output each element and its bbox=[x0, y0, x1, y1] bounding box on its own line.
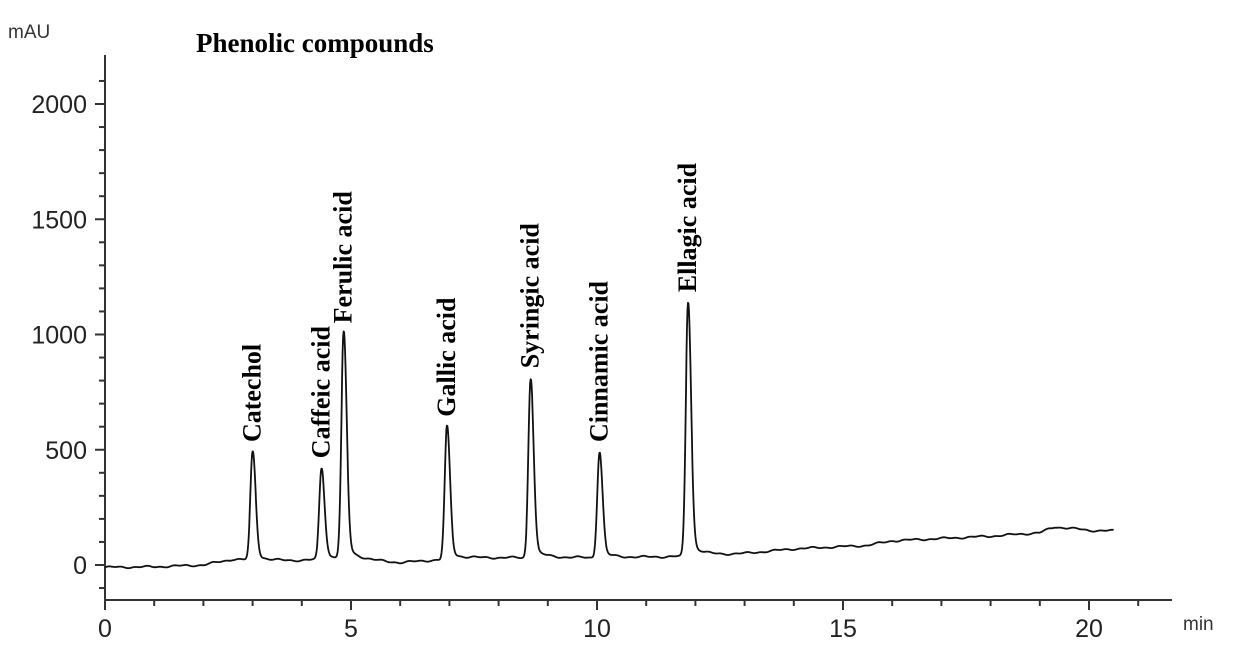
axes bbox=[104, 55, 1172, 601]
peak-label: Syringic acid bbox=[516, 223, 545, 369]
y-tick-label: 1500 bbox=[31, 206, 87, 234]
y-axis-unit: mAU bbox=[8, 22, 50, 43]
x-tick-label: 0 bbox=[98, 615, 112, 643]
peak-label: Cinnamic acid bbox=[584, 280, 613, 442]
x-tick-label: 20 bbox=[1075, 615, 1103, 643]
y-tick-label: 0 bbox=[73, 552, 87, 580]
x-tick-label: 10 bbox=[583, 615, 611, 643]
chromatogram-trace bbox=[104, 301, 1114, 570]
y-tick-label: 2000 bbox=[31, 91, 87, 119]
y-tick-label: 1000 bbox=[31, 322, 87, 350]
peak-label: Gallic acid bbox=[432, 297, 461, 417]
x-tick-label: 15 bbox=[829, 615, 857, 643]
series bbox=[104, 301, 1114, 570]
ticks: 0 500 1000 1500 2000 0 5 10 15 20 bbox=[31, 79, 1140, 643]
x-tick-label: 5 bbox=[344, 615, 358, 643]
y-tick-label: 500 bbox=[45, 437, 87, 465]
chart-title: Phenolic compounds bbox=[196, 28, 434, 58]
peak-label: Catechol bbox=[238, 344, 267, 442]
peak-label: Ellagic acid bbox=[673, 162, 702, 292]
peak-label: Caffeic acid bbox=[306, 326, 335, 459]
x-axis-unit: min bbox=[1183, 614, 1214, 635]
peak-label: Ferulic acid bbox=[329, 191, 358, 324]
